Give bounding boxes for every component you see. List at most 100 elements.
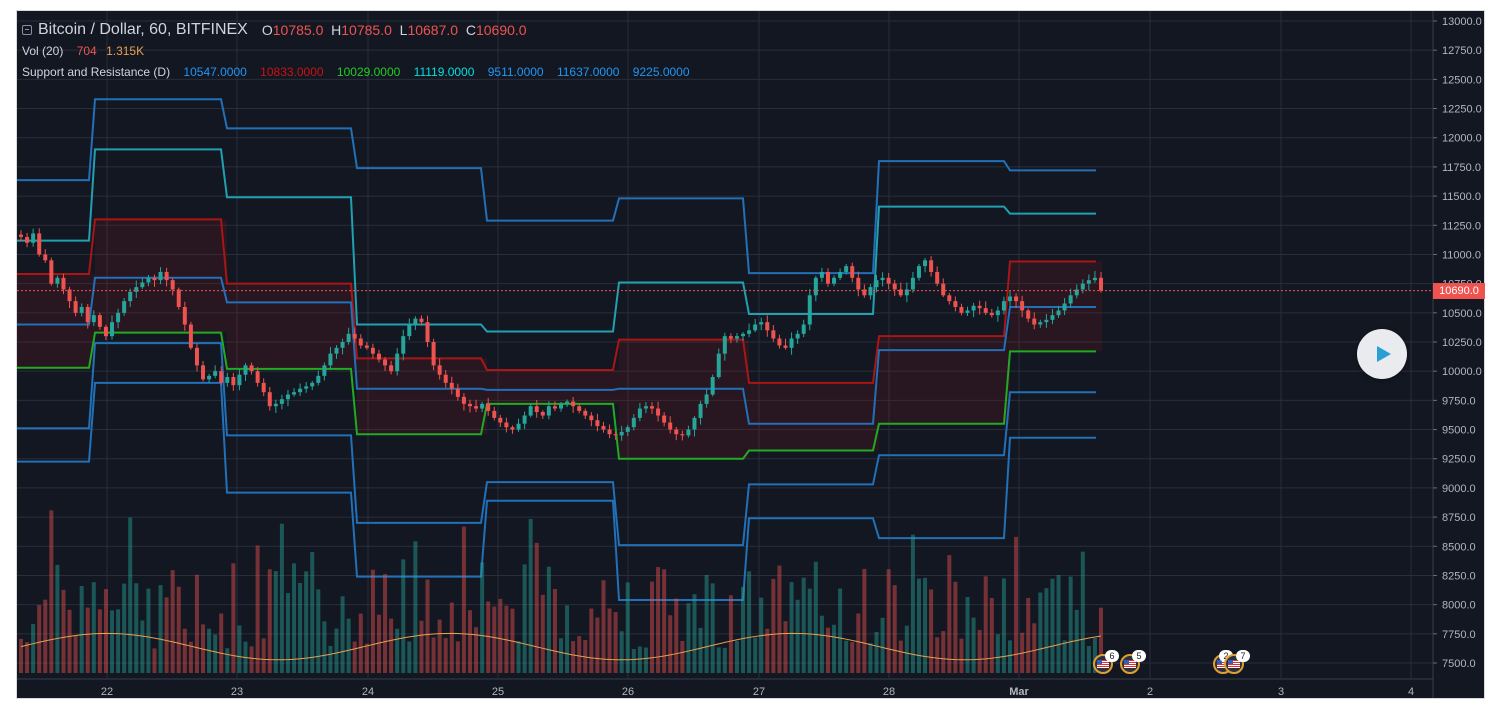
candle-body bbox=[261, 382, 266, 393]
candle-body bbox=[207, 375, 212, 380]
candle-body bbox=[140, 282, 145, 288]
volume-bar bbox=[662, 569, 667, 673]
volume-bar bbox=[716, 647, 721, 673]
volume-bar bbox=[249, 646, 254, 673]
candle-body bbox=[376, 353, 381, 360]
volume-bar bbox=[947, 555, 952, 673]
candle-body bbox=[1086, 280, 1091, 284]
collapse-legend-icon[interactable] bbox=[22, 25, 32, 35]
volume-bar bbox=[188, 641, 193, 673]
candle-body bbox=[959, 306, 964, 313]
candle-body bbox=[449, 382, 454, 389]
price-tick-label: 8250.0 bbox=[1442, 570, 1476, 582]
volume-bar bbox=[73, 635, 78, 673]
volume-bar bbox=[728, 595, 733, 673]
candle-body bbox=[565, 401, 570, 404]
volume-bar bbox=[55, 564, 60, 673]
volume-bar bbox=[225, 648, 230, 673]
volume-bar bbox=[637, 646, 642, 673]
price-tick-label: 7750.0 bbox=[1442, 629, 1476, 641]
candle-body bbox=[383, 359, 388, 366]
candle-body bbox=[856, 277, 861, 290]
volume-bar bbox=[376, 614, 381, 673]
economic-event-marker[interactable]: 7 bbox=[1224, 650, 1250, 674]
volume-bar bbox=[747, 571, 752, 673]
replay-play-button[interactable] bbox=[1357, 329, 1407, 379]
volume-bar bbox=[741, 586, 746, 673]
candle-body bbox=[103, 326, 108, 337]
candle-body bbox=[55, 277, 60, 284]
volume-bar bbox=[182, 628, 187, 673]
volume-bar bbox=[783, 621, 788, 673]
volume-bar bbox=[862, 568, 867, 673]
candle-body bbox=[225, 377, 230, 383]
candle-body bbox=[164, 271, 169, 281]
volume-bar bbox=[923, 577, 928, 673]
candle-body bbox=[728, 336, 733, 339]
volume-bar bbox=[61, 589, 66, 673]
volume-bar bbox=[273, 571, 278, 673]
volume-bar bbox=[680, 640, 685, 673]
sr-line-s1 bbox=[17, 331, 1096, 460]
candle-body bbox=[546, 406, 551, 416]
volume-bar bbox=[722, 647, 727, 673]
volume-bar bbox=[231, 563, 236, 673]
candle-body bbox=[97, 315, 102, 327]
volume-bar bbox=[219, 613, 224, 673]
volume-bar bbox=[643, 647, 648, 673]
economic-event-marker[interactable]: 5 bbox=[1120, 650, 1146, 674]
candle-body bbox=[625, 427, 630, 432]
volume-bar bbox=[577, 636, 582, 673]
chart-canvas[interactable]: 13000.0 12750.0 12500.0 12250.0 12000.0 11750… bbox=[17, 11, 1484, 698]
candle-body bbox=[1062, 303, 1067, 311]
volume-bar bbox=[19, 638, 23, 673]
candle-body bbox=[425, 322, 430, 342]
candle-body bbox=[716, 353, 721, 378]
price-tick-label: 12750.0 bbox=[1442, 45, 1482, 57]
us-flag-icon bbox=[1124, 660, 1136, 668]
candle-body bbox=[43, 254, 48, 261]
volume-bar bbox=[910, 534, 915, 673]
candle-body bbox=[886, 277, 891, 284]
volume-bar bbox=[140, 620, 145, 673]
candle-body bbox=[832, 277, 837, 284]
volume-bar bbox=[498, 598, 503, 673]
candle-body bbox=[122, 301, 127, 313]
candle-body bbox=[79, 306, 84, 313]
candle-body bbox=[279, 399, 284, 404]
volume-bar bbox=[310, 551, 315, 673]
candle-body bbox=[941, 283, 946, 296]
price-tick-label: 12500.0 bbox=[1442, 74, 1482, 86]
candle-body bbox=[407, 324, 412, 337]
candle-body bbox=[559, 403, 563, 409]
volume-bar bbox=[953, 581, 958, 673]
candle-body bbox=[838, 271, 843, 278]
sr-zone-fill bbox=[17, 219, 1102, 459]
volume-bar bbox=[941, 631, 946, 673]
economic-event-marker[interactable]: 6 bbox=[1093, 650, 1119, 674]
candle-body bbox=[273, 403, 278, 407]
candle-body bbox=[637, 408, 642, 418]
volume-bar bbox=[892, 585, 897, 673]
volume-bar bbox=[304, 571, 309, 673]
candle-body bbox=[395, 353, 400, 372]
volume-bar bbox=[552, 589, 557, 673]
ohlc-values: O10785.0 H10785.0 L10687.0 C10690.0 bbox=[262, 22, 527, 38]
price-tick-label: 9250.0 bbox=[1442, 454, 1476, 466]
volume-bar bbox=[625, 582, 630, 673]
volume-bar bbox=[838, 588, 843, 673]
candle-body bbox=[698, 403, 703, 418]
candle-body bbox=[480, 403, 485, 409]
candle-body bbox=[25, 236, 30, 243]
us-flag-icon bbox=[1228, 660, 1240, 668]
sr-line-pivot bbox=[17, 276, 1096, 425]
volume-bar bbox=[819, 615, 824, 673]
volume-bar bbox=[328, 645, 333, 673]
candle-body bbox=[431, 342, 436, 366]
volume-bar bbox=[668, 615, 673, 673]
candle-body bbox=[170, 280, 175, 290]
volume-bar bbox=[194, 574, 199, 673]
candle-body bbox=[334, 347, 339, 354]
chart-frame: 13000.0 12750.0 12500.0 12250.0 12000.0 11750… bbox=[16, 10, 1485, 699]
volume-bar bbox=[79, 585, 84, 673]
